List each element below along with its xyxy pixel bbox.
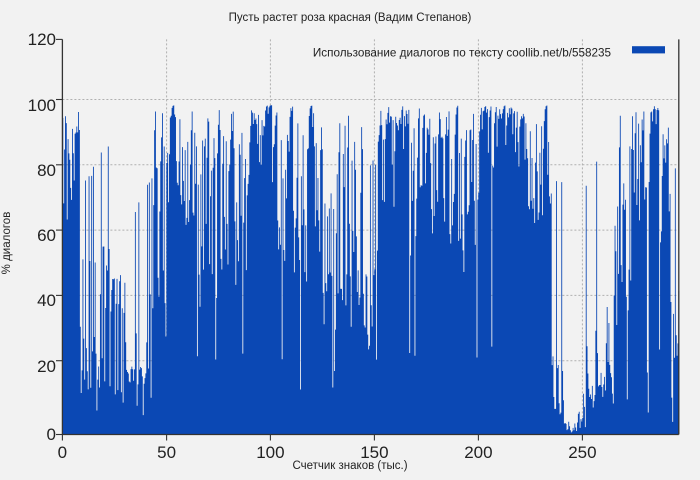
svg-text:Использование диалогов по тек: Использование диалогов по тексту coollib… bbox=[313, 47, 612, 60]
